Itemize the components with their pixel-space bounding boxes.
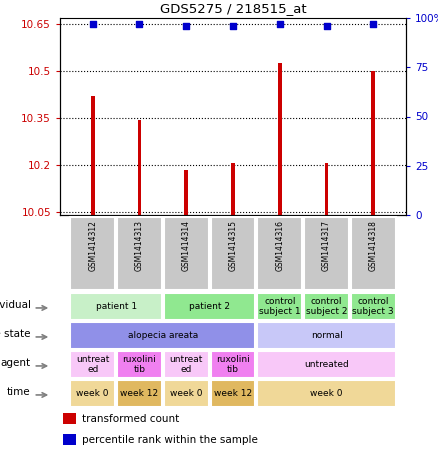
- Bar: [257, 380, 396, 407]
- Bar: [211, 351, 255, 378]
- Text: GSM1414313: GSM1414313: [135, 221, 144, 271]
- Bar: [164, 293, 255, 320]
- Point: [89, 20, 96, 28]
- Bar: [278, 63, 282, 215]
- Point: [136, 20, 143, 28]
- Bar: [211, 380, 255, 407]
- Bar: [70, 351, 115, 378]
- Text: time: time: [7, 387, 31, 397]
- Bar: [231, 164, 235, 215]
- Title: GDS5275 / 218515_at: GDS5275 / 218515_at: [160, 2, 306, 15]
- Point: [370, 20, 377, 28]
- Point: [276, 20, 283, 28]
- Bar: [70, 293, 162, 320]
- Bar: [70, 322, 255, 349]
- Text: week 12: week 12: [214, 389, 252, 398]
- Bar: [117, 351, 162, 378]
- Bar: [138, 120, 141, 215]
- Bar: [184, 170, 188, 215]
- Text: alopecia areata: alopecia areata: [128, 331, 198, 340]
- Bar: [64, 434, 76, 445]
- Bar: [164, 351, 208, 378]
- Point: [183, 22, 190, 29]
- Text: week 0: week 0: [310, 389, 343, 398]
- Bar: [91, 96, 95, 215]
- Bar: [257, 293, 302, 320]
- Bar: [257, 351, 396, 378]
- Text: patient 2: patient 2: [189, 302, 230, 311]
- Text: GSM1414315: GSM1414315: [229, 221, 237, 271]
- Text: week 0: week 0: [77, 389, 109, 398]
- Bar: [70, 380, 115, 407]
- Text: week 12: week 12: [120, 389, 159, 398]
- Text: GSM1414317: GSM1414317: [322, 221, 331, 271]
- Bar: [70, 217, 115, 290]
- Text: GSM1414316: GSM1414316: [275, 221, 284, 271]
- Bar: [371, 71, 375, 215]
- Text: control
subject 3: control subject 3: [353, 297, 394, 316]
- Bar: [164, 217, 208, 290]
- Point: [323, 22, 330, 29]
- Text: patient 1: patient 1: [95, 302, 137, 311]
- Text: GSM1414318: GSM1414318: [369, 221, 378, 271]
- Bar: [304, 217, 349, 290]
- Bar: [64, 413, 76, 424]
- Text: transformed count: transformed count: [82, 414, 180, 424]
- Text: individual: individual: [0, 300, 31, 310]
- Bar: [117, 217, 162, 290]
- Point: [230, 22, 237, 29]
- Text: GSM1414312: GSM1414312: [88, 221, 97, 271]
- Text: GSM1414314: GSM1414314: [182, 221, 191, 271]
- Text: agent: agent: [0, 358, 31, 368]
- Bar: [257, 217, 302, 290]
- Bar: [211, 217, 255, 290]
- Bar: [164, 380, 208, 407]
- Text: disease state: disease state: [0, 329, 31, 339]
- Bar: [304, 293, 349, 320]
- Bar: [257, 322, 396, 349]
- Bar: [351, 293, 396, 320]
- Text: normal: normal: [311, 331, 343, 340]
- Text: week 0: week 0: [170, 389, 202, 398]
- Text: control
subject 1: control subject 1: [259, 297, 300, 316]
- Text: ruxolini
tib: ruxolini tib: [216, 355, 250, 374]
- Bar: [117, 380, 162, 407]
- Text: control
subject 2: control subject 2: [306, 297, 347, 316]
- Text: untreat
ed: untreat ed: [76, 355, 110, 374]
- Text: ruxolini
tib: ruxolini tib: [123, 355, 156, 374]
- Text: percentile rank within the sample: percentile rank within the sample: [82, 435, 258, 445]
- Bar: [351, 217, 396, 290]
- Text: untreat
ed: untreat ed: [170, 355, 203, 374]
- Text: untreated: untreated: [304, 360, 349, 369]
- Bar: [325, 164, 328, 215]
